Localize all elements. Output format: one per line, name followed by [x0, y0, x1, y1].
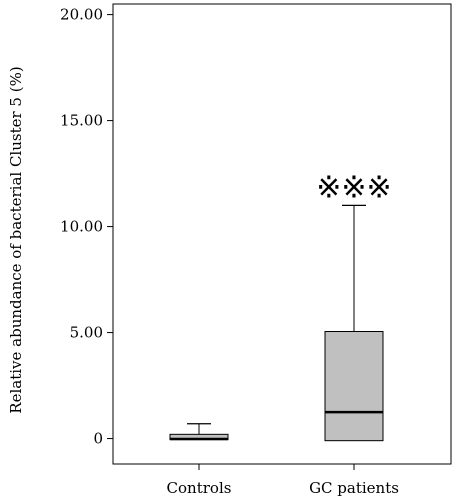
y-tick-label: 20.00	[60, 6, 103, 24]
y-tick-label: 15.00	[60, 112, 103, 130]
y-axis-title: Relative abundance of bacterial Cluster …	[7, 66, 25, 413]
box-iqr	[324, 331, 384, 442]
x-tick-label: GC patients	[309, 479, 399, 497]
x-tick-label: Controls	[167, 479, 232, 497]
x-axis: Controls GC patients	[167, 464, 399, 497]
plot-frame	[112, 3, 452, 465]
boxes	[169, 204, 384, 442]
annotations: ※※※	[316, 170, 391, 205]
box-controls	[169, 423, 229, 441]
y-tick-label: 5.00	[70, 324, 103, 342]
y-tick-label: 0	[93, 430, 103, 448]
box-gc-patients	[324, 204, 384, 442]
y-axis: 0 5.00 10.00 15.00 20.00	[60, 6, 113, 448]
y-tick-label: 10.00	[60, 218, 103, 236]
significance-marker: ※※※	[316, 170, 391, 205]
